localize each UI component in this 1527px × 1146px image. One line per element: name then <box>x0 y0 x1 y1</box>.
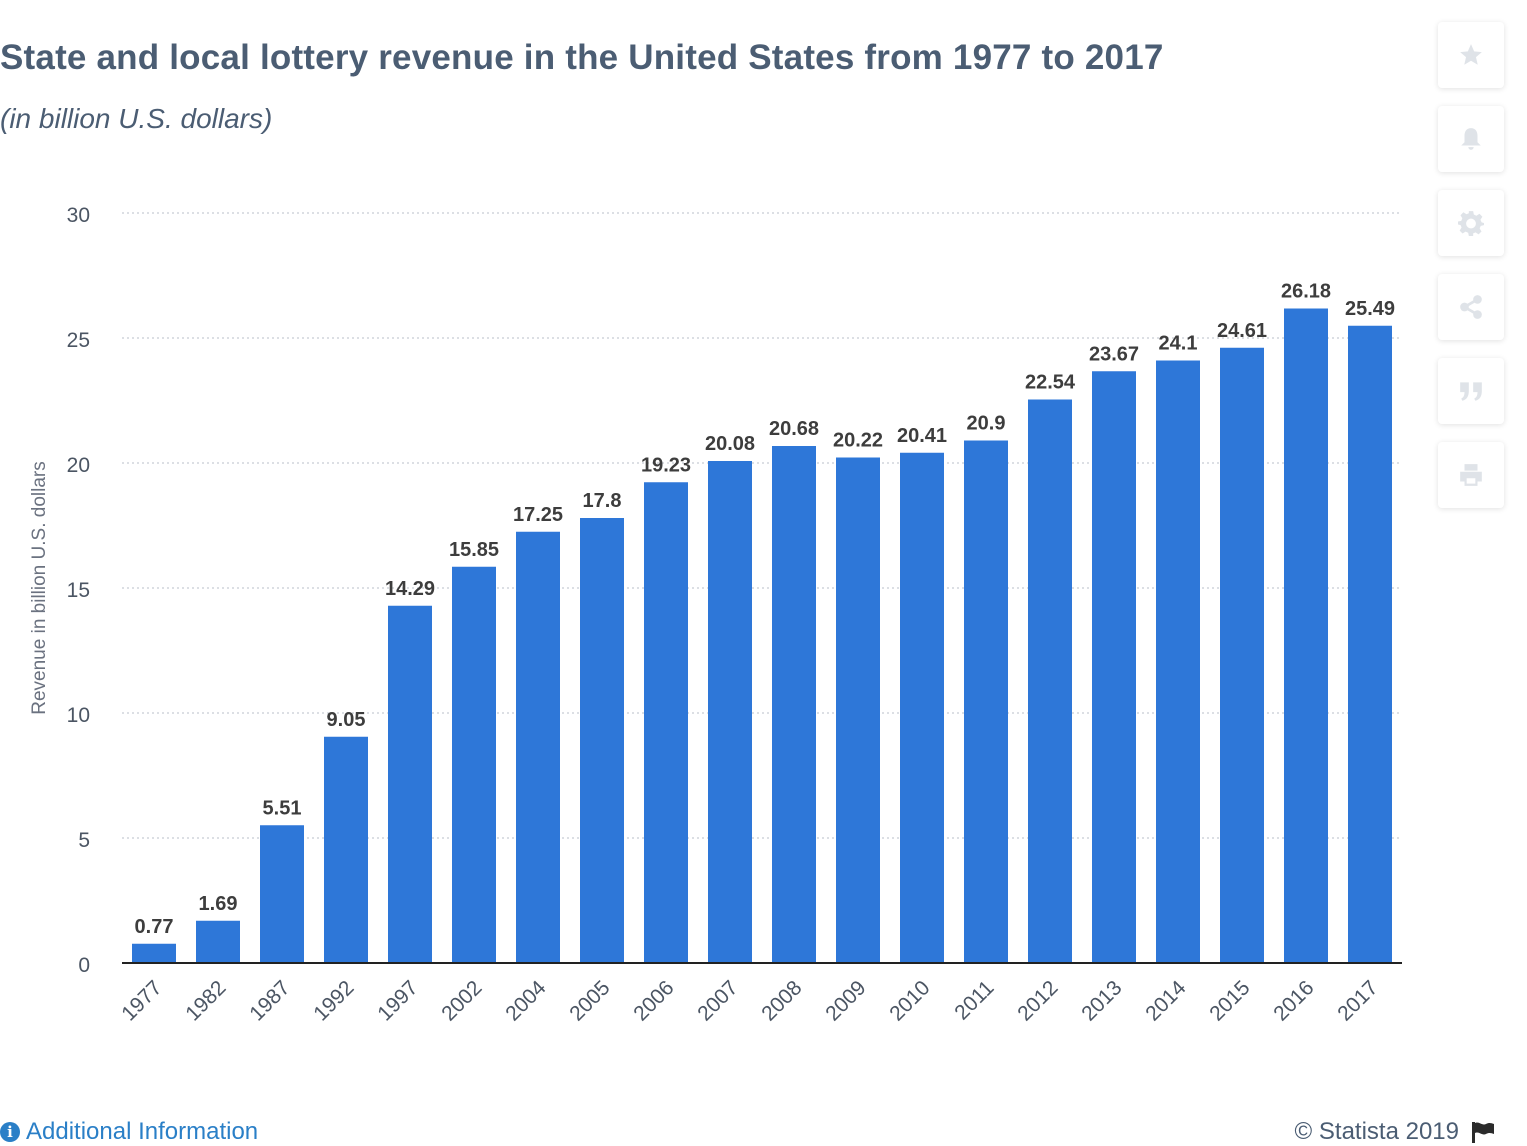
bar <box>772 446 816 963</box>
chart-subtitle: (in billion U.S. dollars) <box>0 103 273 134</box>
data-label: 23.67 <box>1089 343 1139 365</box>
bar <box>452 566 496 963</box>
x-tick-label: 2013 <box>1077 976 1126 1025</box>
bar <box>964 440 1008 963</box>
data-label: 17.25 <box>513 504 563 526</box>
data-label: 5.51 <box>263 797 302 819</box>
x-tick-label: 2006 <box>629 976 678 1025</box>
data-label: 24.61 <box>1217 320 1267 342</box>
copyright: © Statista 2019 <box>1295 1118 1495 1146</box>
action-sidebar <box>1438 22 1504 526</box>
bar <box>516 531 560 963</box>
data-label: 0.77 <box>135 916 174 938</box>
x-tick-label: 2016 <box>1269 976 1318 1025</box>
data-label: 26.18 <box>1281 281 1331 303</box>
y-tick-label: 20 <box>67 454 90 477</box>
y-tick-label: 0 <box>78 954 90 977</box>
bar <box>644 482 688 963</box>
share-icon <box>1460 295 1482 319</box>
y-tick-label: 30 <box>67 204 90 227</box>
bell-icon <box>1461 128 1481 150</box>
data-label: 17.8 <box>583 490 622 512</box>
bar <box>1028 399 1072 963</box>
bar <box>580 518 624 963</box>
x-tick-label: 2012 <box>1013 976 1062 1025</box>
data-label: 20.41 <box>897 425 947 447</box>
bar <box>900 452 944 963</box>
x-tick-label: 2017 <box>1333 976 1382 1025</box>
flag-icon[interactable] <box>1471 1121 1495 1143</box>
x-tick-label: 1982 <box>181 976 230 1025</box>
favorite-button[interactable] <box>1438 22 1504 88</box>
data-label: 20.22 <box>833 430 883 452</box>
bar-chart: 0 5 10 15 20 25 30 Revenue in billion U.S. doll… <box>29 204 1402 1026</box>
bar <box>1220 347 1264 963</box>
chart-title: State and local lottery revenue in the U… <box>0 38 1164 77</box>
y-tick-label: 25 <box>67 329 90 352</box>
x-tick-label: 2007 <box>693 976 742 1025</box>
bar <box>1092 371 1136 963</box>
x-tick-label: 2002 <box>437 976 486 1025</box>
notification-button[interactable] <box>1438 106 1504 172</box>
bar <box>324 736 368 963</box>
data-label: 20.68 <box>769 418 819 440</box>
additional-information-label: Additional Information <box>26 1118 259 1145</box>
x-tick-label: 2014 <box>1141 976 1191 1026</box>
print-button[interactable] <box>1438 442 1504 508</box>
cite-button[interactable] <box>1438 358 1504 424</box>
y-tick-label: 15 <box>67 579 90 602</box>
additional-information-link[interactable]: i Additional Information <box>0 1118 258 1146</box>
data-label: 9.05 <box>327 709 366 731</box>
data-label: 19.23 <box>641 454 691 476</box>
data-label: 22.54 <box>1025 372 1076 394</box>
star-icon <box>1460 44 1482 65</box>
x-tick-label: 1997 <box>373 976 422 1025</box>
copyright-text: © Statista 2019 <box>1294 1118 1459 1145</box>
data-label: 15.85 <box>449 539 499 561</box>
gear-icon <box>1458 211 1484 236</box>
quote-icon <box>1460 382 1482 401</box>
info-icon: i <box>0 1122 20 1142</box>
bar <box>1348 325 1392 963</box>
data-label: 24.1 <box>1159 333 1198 355</box>
bar <box>1284 308 1328 963</box>
bar <box>388 605 432 963</box>
bar <box>196 920 240 963</box>
x-tick-label: 2005 <box>565 976 614 1025</box>
y-axis-label: Revenue in billion U.S. dollars <box>29 461 50 714</box>
y-tick-label: 10 <box>67 704 90 727</box>
data-label: 20.9 <box>967 413 1006 435</box>
data-label: 1.69 <box>199 893 238 915</box>
x-tick-label: 2009 <box>821 976 870 1025</box>
y-tick-label: 5 <box>78 829 90 852</box>
x-tick-label: 2004 <box>501 976 551 1026</box>
bar <box>260 825 304 963</box>
print-icon <box>1460 464 1482 486</box>
bar <box>708 461 752 963</box>
bar <box>836 457 880 963</box>
x-tick-label: 1992 <box>309 976 358 1025</box>
data-label: 20.08 <box>705 433 755 455</box>
x-tick-label: 2011 <box>950 976 998 1024</box>
x-tick-label: 1977 <box>117 976 166 1025</box>
data-label: 25.49 <box>1345 298 1395 320</box>
x-tick-label: 2008 <box>757 976 806 1025</box>
bar <box>132 943 176 963</box>
bar <box>1156 360 1200 963</box>
data-label: 14.29 <box>385 578 435 600</box>
x-tick-label: 1987 <box>245 976 294 1025</box>
settings-button[interactable] <box>1438 190 1504 256</box>
x-tick-label: 2015 <box>1205 976 1254 1025</box>
share-button[interactable] <box>1438 274 1504 340</box>
x-tick-label: 2010 <box>885 976 934 1025</box>
